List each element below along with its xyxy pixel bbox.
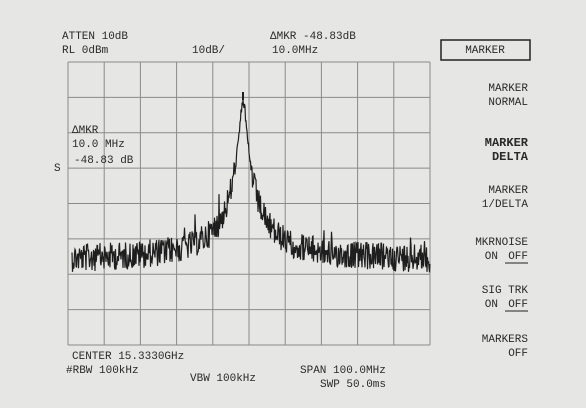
softkey[interactable]: MKRNOISE ON OFF <box>475 237 528 264</box>
readout-amplitude: -48.83 dB <box>74 155 134 167</box>
softkey[interactable]: SIG TRK ON OFF <box>482 285 529 312</box>
trace <box>71 92 431 273</box>
rbw: #RBW 100kHz <box>66 365 139 377</box>
span: SPAN 100.0MHz <box>300 365 386 377</box>
ref-level: RL 0dBm <box>62 45 109 57</box>
softkey-state-selected: OFF <box>508 299 528 311</box>
sweep: SWP 50.0ms <box>320 379 386 391</box>
softkey-label: MARKERS <box>482 334 529 346</box>
scale: 10dB/ <box>192 45 225 57</box>
graticule <box>67 61 431 346</box>
delta-freq: 10.0MHz <box>272 45 318 57</box>
softkey[interactable]: MARKER <box>440 39 531 61</box>
softkey[interactable]: MARKER NORMAL <box>488 83 528 109</box>
softkey-label: NORMAL <box>488 97 528 109</box>
softkey-label: MKRNOISE <box>475 237 528 249</box>
center-freq: CENTER 15.3330GHz <box>72 351 184 363</box>
side-mark: S <box>54 163 61 175</box>
softkey-label: MARKER <box>465 45 505 57</box>
softkey-label: DELTA <box>492 150 529 164</box>
trace-line <box>71 99 431 273</box>
softkey-state: ON <box>485 251 498 263</box>
softkey-label: MARKER <box>488 83 528 95</box>
softkey-state-selected: OFF <box>508 251 528 263</box>
softkey-label: MARKER <box>485 136 529 150</box>
softkey-label: 1/DELTA <box>482 199 529 211</box>
readout-freq: 10.0 MHz <box>72 139 125 151</box>
softkey-box <box>440 39 531 61</box>
delta-marker: ΔMKR -48.83dB <box>270 31 356 43</box>
softkey[interactable]: MARKERS OFF <box>482 334 529 360</box>
softkey[interactable]: MARKER 1/DELTA <box>482 185 529 211</box>
softkey-label: OFF <box>508 348 528 360</box>
vbw: VBW 100kHz <box>190 373 256 385</box>
readout-label: ΔMKR <box>72 125 99 137</box>
softkey-label: SIG TRK <box>482 285 529 297</box>
atten: ATTEN 10dB <box>62 31 128 43</box>
softkey-label: MARKER <box>488 185 528 197</box>
softkeys: MARKERMARKERNORMALMARKERDELTAMARKER1/DEL… <box>440 39 531 360</box>
softkey-state: ON <box>485 299 498 311</box>
